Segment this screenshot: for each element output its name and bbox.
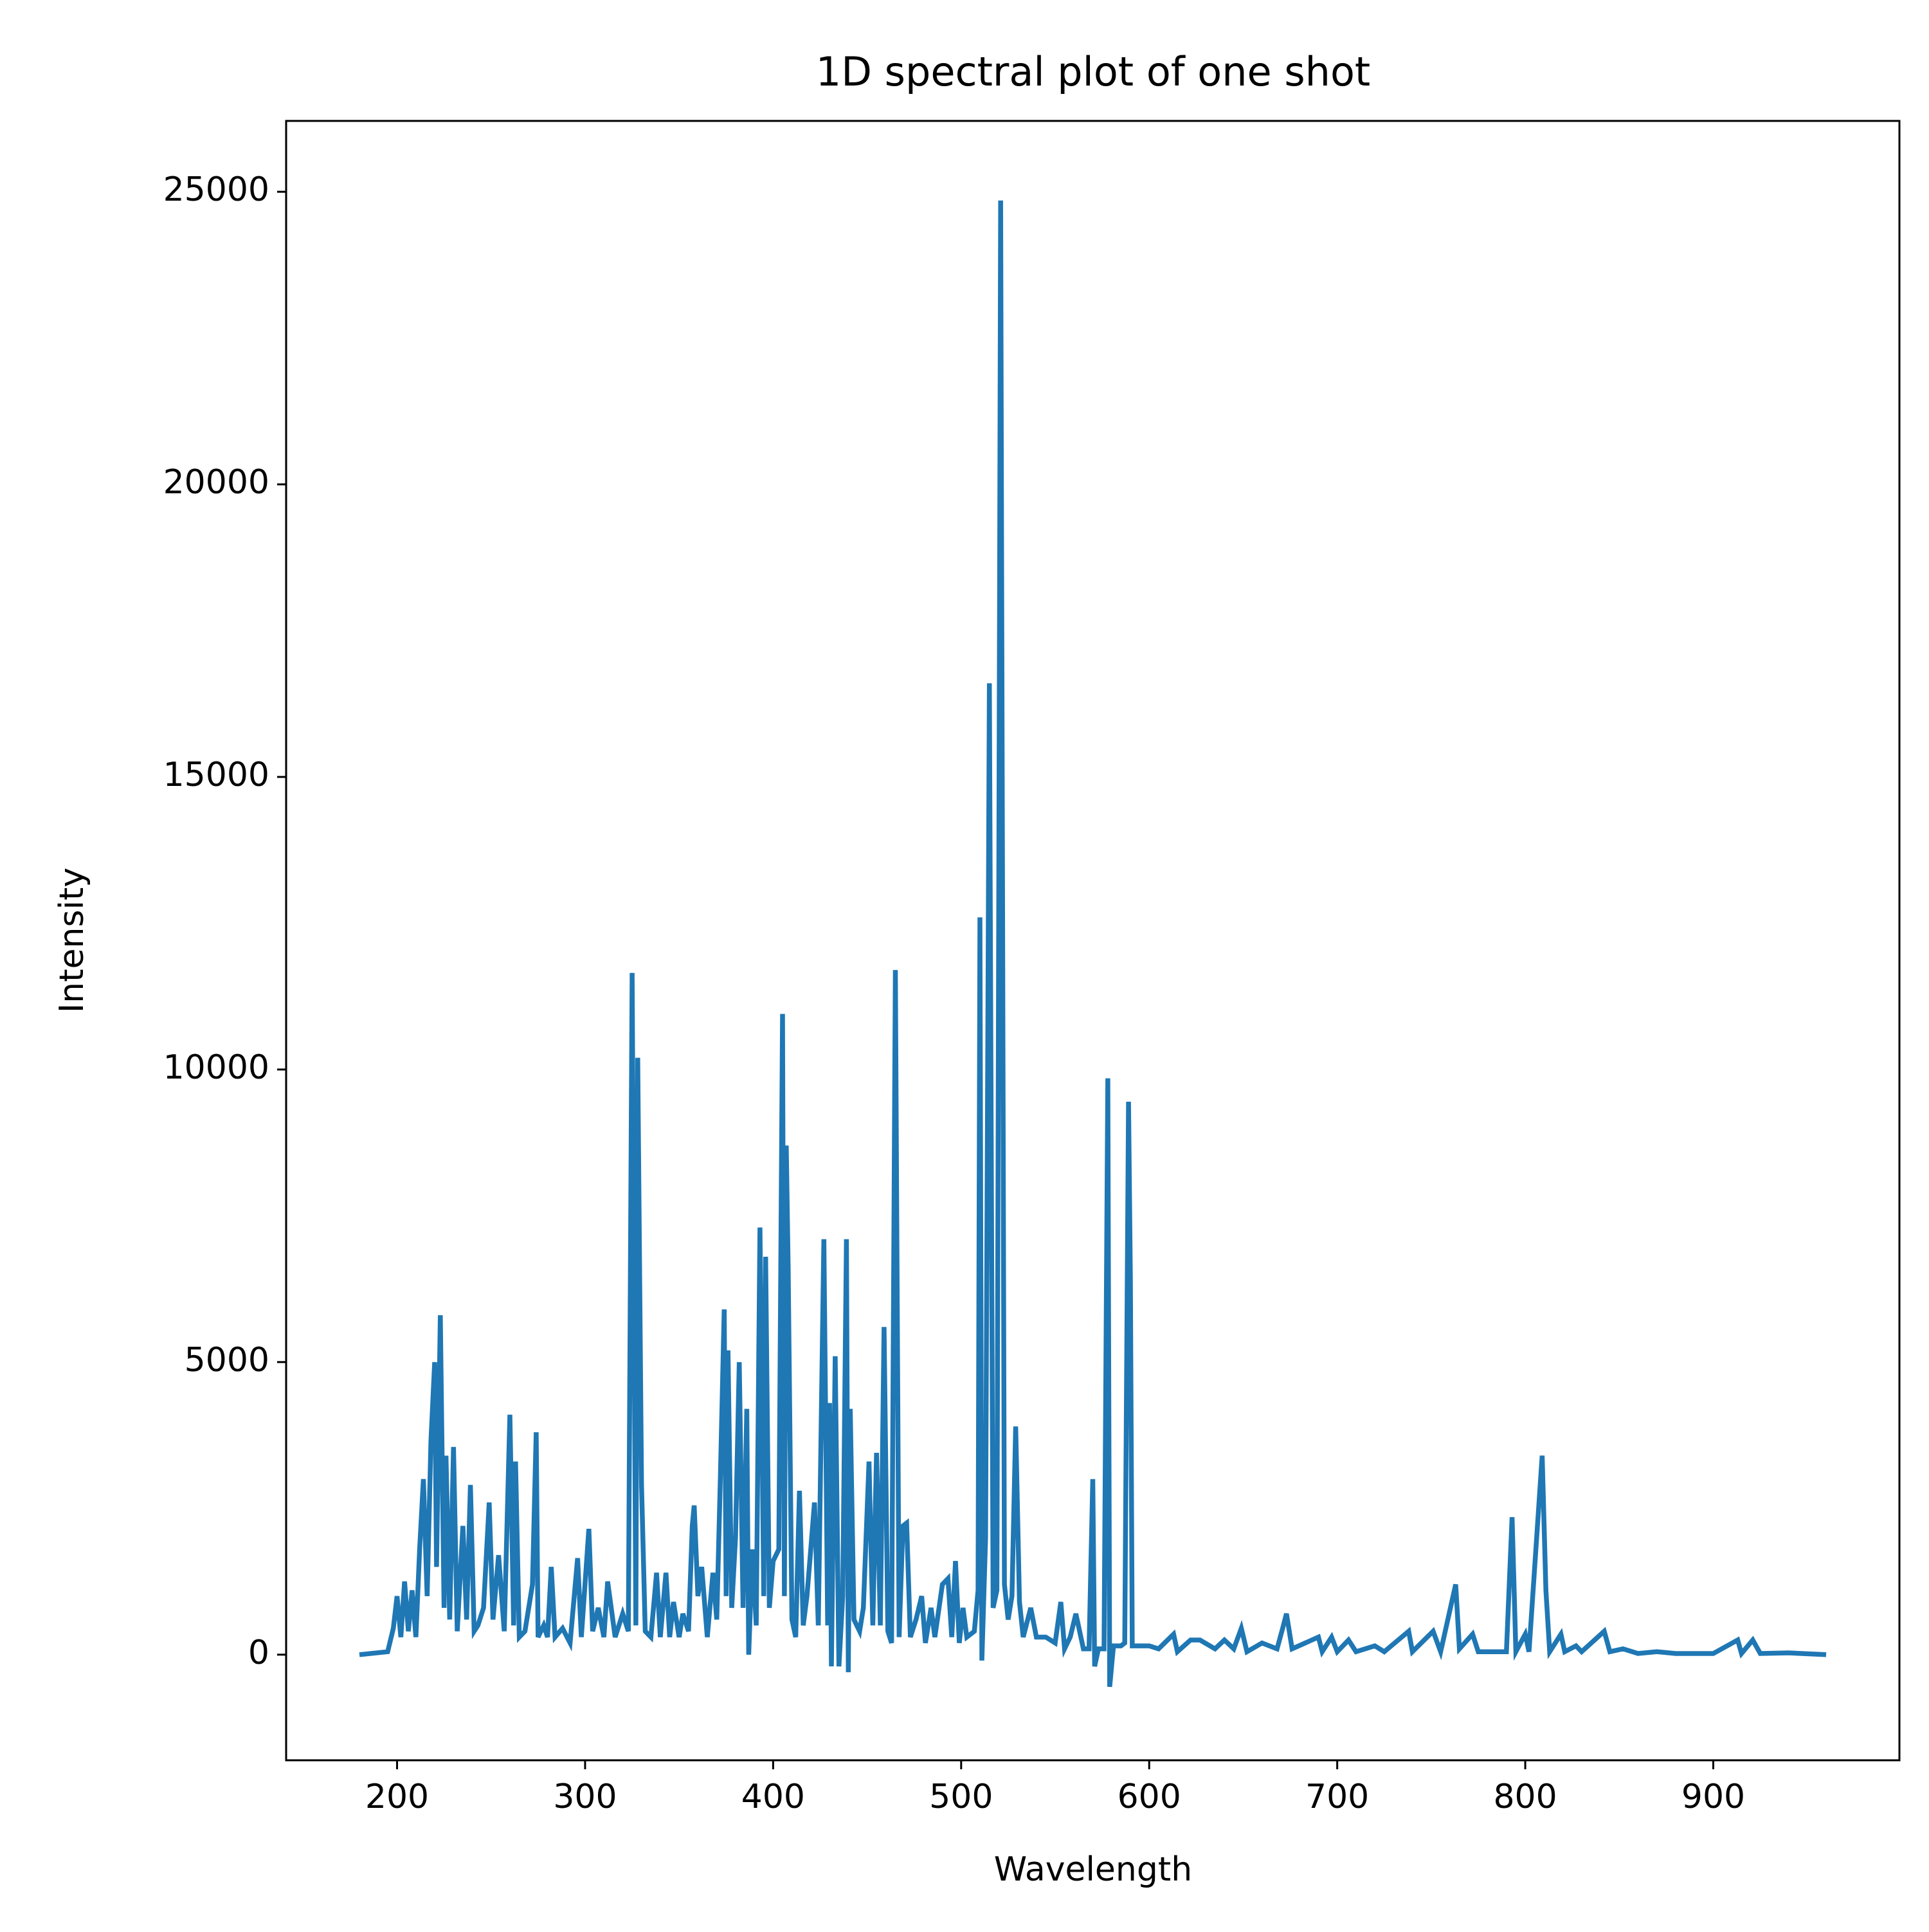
x-tick-label: 400 [741, 1778, 805, 1816]
x-axis-label: Wavelength [994, 1850, 1192, 1889]
x-tick-label: 200 [365, 1778, 429, 1816]
x-tick-label: 600 [1118, 1778, 1181, 1816]
x-tick-label: 500 [929, 1778, 993, 1816]
y-axis-label: Intensity [53, 868, 91, 1013]
x-tick-label: 300 [553, 1778, 617, 1816]
x-tick-label: 700 [1305, 1778, 1369, 1816]
y-tick-label: 15000 [163, 756, 269, 794]
y-tick-label: 10000 [163, 1048, 269, 1087]
x-tick-label: 900 [1681, 1778, 1745, 1816]
x-tick-label: 800 [1493, 1778, 1557, 1816]
chart-title: 1D spectral plot of one shot [816, 48, 1370, 95]
plot-frame [285, 120, 1901, 1762]
y-tick-label: 5000 [185, 1341, 269, 1380]
y-tick-label: 20000 [163, 463, 269, 502]
spectrum-line [359, 200, 1827, 1688]
y-tick-label: 25000 [163, 170, 269, 209]
y-tick-label: 0 [248, 1634, 269, 1672]
